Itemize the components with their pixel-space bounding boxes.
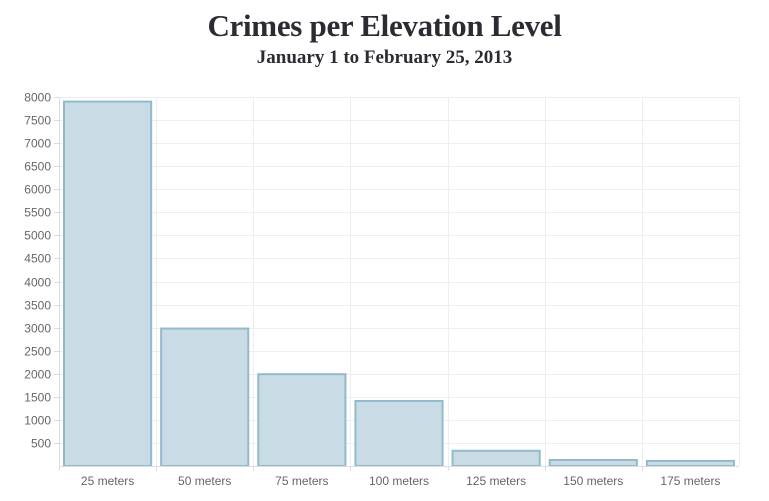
bar <box>63 100 153 468</box>
y-tick-label: 2500 <box>24 345 51 359</box>
bar <box>354 399 444 467</box>
x-tick-label: 125 meters <box>466 474 526 488</box>
y-tick-label: 5000 <box>24 229 51 243</box>
x-tick-label: 100 meters <box>369 474 429 488</box>
x-tick-label: 150 meters <box>563 474 623 488</box>
bar <box>160 327 250 467</box>
chart-subtitle: January 1 to February 25, 2013 <box>256 47 513 68</box>
y-tick-label: 2000 <box>24 368 51 382</box>
y-tick-label: 5500 <box>24 206 51 220</box>
y-tick-label: 500 <box>31 437 51 451</box>
bar <box>451 449 541 467</box>
y-tick-label: 4500 <box>24 252 51 266</box>
bar <box>257 373 347 467</box>
y-tick-label: 1500 <box>24 391 51 405</box>
x-tick-label: 175 meters <box>660 474 720 488</box>
y-tick-label: 6500 <box>24 160 51 174</box>
x-tick-label: 25 meters <box>81 474 134 488</box>
y-tick-label: 4000 <box>24 276 51 290</box>
y-tick-label: 8000 <box>24 91 51 105</box>
y-tick-label: 3500 <box>24 299 51 313</box>
bar <box>548 459 638 468</box>
y-tick-label: 3000 <box>24 322 51 336</box>
x-tick-label: 50 meters <box>178 474 231 488</box>
bars <box>63 100 735 468</box>
y-tick-label: 7000 <box>24 137 51 151</box>
chart-title: Crimes per Elevation Level <box>207 8 562 43</box>
bar <box>645 459 735 467</box>
y-axis: 500 1000 1500 2000 2500 3000 3500 4000 4500 5000 5… <box>24 91 60 466</box>
y-tick-label: 7500 <box>24 114 51 128</box>
y-tick-label: 6000 <box>24 183 51 197</box>
x-tick-label: 75 meters <box>275 474 328 488</box>
y-tick-label: 1000 <box>24 414 51 428</box>
x-axis: 25 meters 50 meters 75 meters 100 meters 125… <box>59 466 739 488</box>
